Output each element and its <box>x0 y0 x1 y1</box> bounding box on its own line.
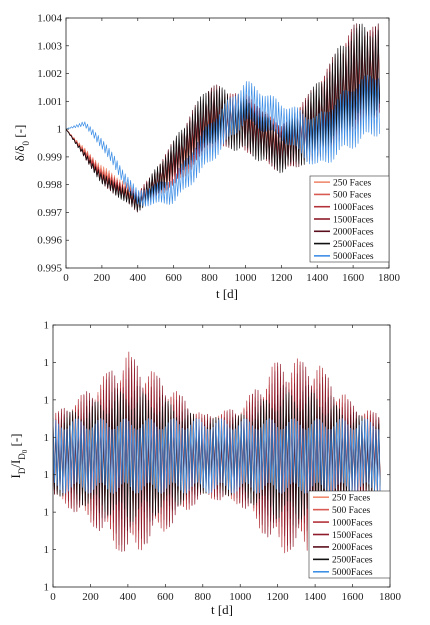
chart-bottom-legend-label: 5000Faces <box>332 568 373 578</box>
chart-top-x-ticks: 0 200 400 600 800 1000 1200 1400 1600 1800 <box>63 18 401 284</box>
chart-bottom-y-tick-label: 1 <box>44 507 50 519</box>
chart-top-series-line <box>66 74 380 207</box>
chart-top-y-tick-label: 1.002 <box>37 68 62 80</box>
chart-bottom-x-tick-label: 1800 <box>379 591 402 603</box>
chart-top-x-tick-label: 1400 <box>306 272 329 284</box>
chart-bottom-y-tick-label: 1 <box>44 320 50 332</box>
chart-top-y-tick-label: 1.001 <box>37 96 62 108</box>
chart-top-x-tick-label: 1800 <box>378 272 401 284</box>
chart-top-legend-label: 250 Faces <box>333 178 372 188</box>
chart-bottom-y-axis-label: ID/ID0 [-] <box>8 433 29 478</box>
chart-bottom-x-tick-label: 1600 <box>342 591 365 603</box>
chart-top-legend: 250 Faces 500 Faces 1000Faces 1500Faces 2000… <box>309 175 390 263</box>
chart-bottom-legend-label: 2000Faces <box>332 543 373 553</box>
chart-bottom-legend-label: 500 Faces <box>332 506 371 516</box>
chart-bottom: 0 200 400 600 800 1000 1200 1400 1600 1800 1 1 1 1 1 1… <box>8 320 402 618</box>
chart-top-x-tick-label: 200 <box>94 272 111 284</box>
chart-bottom-legend-label: 1500Faces <box>332 531 373 541</box>
chart-bottom-series-line <box>53 418 381 494</box>
chart-bottom-legend: 250 Faces 500 Faces 1000Faces 1500Faces 2000… <box>308 490 391 579</box>
chart-top-y-ticks: 0.995 0.996 0.997 0.998 0.999 1 1.001 1.002 1.00… <box>37 13 389 275</box>
chart-top-x-tick-label: 0 <box>63 272 69 284</box>
chart-top-legend-label: 5000Faces <box>333 252 374 262</box>
chart-top-x-tick-label: 1200 <box>270 272 293 284</box>
chart-top-y-tick-label: 0.996 <box>37 235 62 247</box>
chart-top-series-group <box>66 23 380 213</box>
chart-top-legend-label: 1500Faces <box>333 215 374 225</box>
chart-top-x-tick-label: 1600 <box>342 272 365 284</box>
chart-bottom-x-tick-label: 1200 <box>267 591 290 603</box>
chart-top-x-tick-label: 1000 <box>234 272 257 284</box>
chart-bottom-y-tick-label: 1 <box>44 582 50 594</box>
chart-bottom-y-tick-label: 1 <box>44 394 50 406</box>
chart-bottom-x-axis-label: t [d] <box>211 602 233 617</box>
chart-bottom-x-tick-label: 0 <box>50 591 56 603</box>
chart-top-x-axis-label: t [d] <box>216 286 238 301</box>
chart-bottom-x-tick-label: 1400 <box>304 591 327 603</box>
chart-bottom-y-tick-label: 1 <box>44 357 50 369</box>
chart-top-y-tick-label: 1.004 <box>37 13 62 25</box>
chart-bottom-series-group <box>53 351 381 554</box>
chart-bottom-y-tick-label: 1 <box>44 469 50 481</box>
chart-top-y-axis-label: δ/δ0 [-] <box>12 125 31 162</box>
chart-bottom-x-tick-label: 400 <box>120 591 137 603</box>
chart-bottom-y-tick-label: 1 <box>44 544 50 556</box>
chart-bottom-x-tick-label: 200 <box>82 591 99 603</box>
chart-top-y-tick-label: 0.997 <box>37 207 62 219</box>
chart-bottom-y-tick-label: 1 <box>44 432 50 444</box>
chart-bottom-x-tick-label: 1000 <box>229 591 252 603</box>
chart-top-x-tick-label: 600 <box>165 272 182 284</box>
chart-top-legend-label: 2500Faces <box>333 240 374 250</box>
chart-top-y-tick-label: 0.999 <box>37 151 62 163</box>
chart-top: 0 200 400 600 800 1000 1200 1400 1600 1800 0.9950… <box>12 13 401 302</box>
chart-top-x-tick-label: 800 <box>201 272 218 284</box>
chart-bottom-x-tick-label: 800 <box>195 591 212 603</box>
chart-bottom-x-tick-label: 600 <box>157 591 174 603</box>
chart-bottom-x-ticks: 0 200 400 600 800 1000 1200 1400 1600 1800 <box>50 325 402 603</box>
chart-bottom-plot-frame <box>52 324 391 588</box>
chart-bottom-legend-label: 2500Faces <box>332 556 373 566</box>
chart-top-series-line <box>66 23 380 212</box>
chart-top-y-tick-label: 0.995 <box>37 263 62 275</box>
chart-top-x-tick-label: 400 <box>130 272 147 284</box>
chart-top-y-tick-label: 1.003 <box>37 40 62 52</box>
chart-top-y-tick-label: 1 <box>57 124 63 136</box>
chart-top-y-tick-label: 0.998 <box>37 179 62 191</box>
chart-bottom-legend-label: 1000Faces <box>332 518 373 528</box>
chart-top-legend-label: 500 Faces <box>333 191 372 201</box>
chart-top-plot-frame <box>65 17 390 269</box>
chart-bottom-legend-label: 250 Faces <box>332 494 371 504</box>
chart-top-legend-label: 1000Faces <box>333 203 374 213</box>
chart-top-legend-label: 2000Faces <box>333 228 374 238</box>
